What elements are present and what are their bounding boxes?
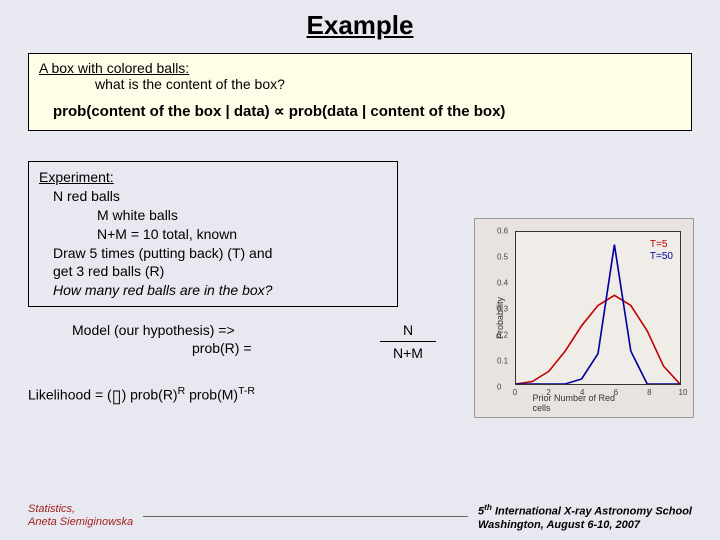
footer-right: 5th International X-ray Astronomy School…	[478, 503, 692, 532]
y-tick: 0.5	[497, 253, 508, 262]
experiment-question: How many red balls are in the box?	[53, 281, 387, 300]
experiment-heading: Experiment:	[39, 168, 387, 187]
y-tick: 0	[497, 383, 501, 392]
experiment-line: M white balls	[97, 206, 387, 225]
footer-event: 5th International X-ray Astronomy School	[478, 503, 692, 519]
problem-box: A box with colored balls: what is the co…	[28, 53, 692, 131]
y-tick: 0.4	[497, 279, 508, 288]
y-tick: 0.6	[497, 227, 508, 236]
problem-question: what is the content of the box?	[95, 76, 681, 92]
experiment-line: N+M = 10 total, known	[97, 225, 387, 244]
x-tick: 4	[580, 388, 584, 397]
x-tick: 2	[546, 388, 550, 397]
problem-heading: A box with colored balls:	[39, 60, 681, 76]
model-line: prob(R) =	[192, 340, 252, 356]
fraction-bar	[380, 341, 436, 342]
experiment-line: get 3 red balls (R)	[53, 262, 387, 281]
fraction-denominator: N+M	[393, 344, 423, 362]
bayes-formula: prob(content of the box | data) ∝ prob(d…	[53, 102, 681, 120]
experiment-line: N red balls	[53, 187, 387, 206]
likelihood-text: ) prob(R)	[122, 386, 178, 402]
model-block: Model (our hypothesis) => prob(R) = N N+…	[72, 321, 436, 362]
series-line-t50	[516, 245, 680, 384]
fraction-numerator: N	[403, 321, 413, 339]
experiment-line: Draw 5 times (putting back) (T) and	[53, 244, 387, 263]
x-tick: 6	[614, 388, 618, 397]
footer-topic: Statistics,	[28, 503, 133, 516]
footer-left: Statistics, Aneta Siemiginowska	[28, 503, 133, 532]
x-tick: 0	[513, 388, 517, 397]
legend-item-t50: T=50	[650, 251, 673, 263]
y-tick: 0.2	[497, 331, 508, 340]
series-line-t5	[516, 295, 680, 384]
footer-location: Washington, August 6-10, 2007	[478, 519, 692, 532]
x-tick: 8	[647, 388, 651, 397]
likelihood-text: Likelihood = (	[28, 386, 112, 402]
fraction: N N+M	[380, 321, 436, 362]
slide-footer: Statistics, Aneta Siemiginowska 5th Inte…	[0, 503, 720, 532]
chart-legend: T=5 T=50	[650, 239, 673, 263]
y-tick: 0.3	[497, 305, 508, 314]
likelihood-text: prob(M)	[185, 386, 238, 402]
experiment-box: Experiment: N red balls M white balls N+…	[28, 161, 398, 307]
y-tick: 0.1	[497, 357, 508, 366]
probability-chart: T=5 T=50 Probability Prior Number of Red…	[474, 218, 694, 418]
model-line: Model (our hypothesis) =>	[72, 321, 372, 339]
binomial-icon: ▯	[112, 386, 122, 407]
likelihood-exp: T-R	[238, 385, 255, 397]
x-tick: 10	[679, 388, 688, 397]
legend-item-t5: T=5	[650, 239, 673, 251]
footer-author: Aneta Siemiginowska	[28, 516, 133, 529]
footer-divider	[143, 509, 468, 517]
page-title: Example	[0, 0, 720, 41]
